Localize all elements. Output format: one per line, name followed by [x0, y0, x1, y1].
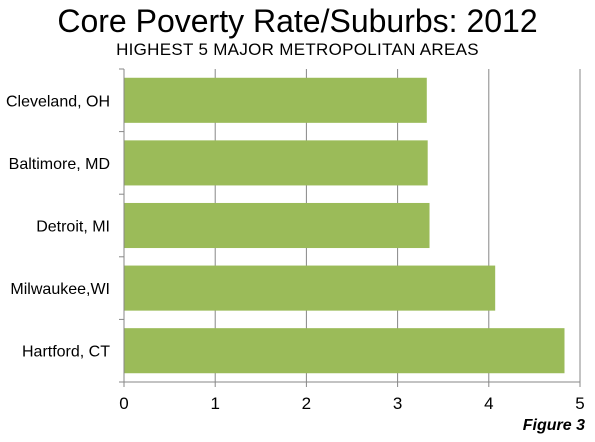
x-tick-label-3: 3: [393, 394, 402, 413]
bar-1: [124, 140, 428, 186]
x-tick-label-5: 5: [575, 394, 584, 413]
labels: Cleveland, OH Baltimore, MD Detroit, MI Mil…: [6, 93, 585, 413]
bar-2: [124, 202, 430, 249]
category-label-2: Detroit, MI: [36, 219, 110, 236]
x-tick-label-0: 0: [119, 394, 128, 413]
x-tick-label-2: 2: [302, 394, 311, 413]
category-label-1: Baltimore, MD: [9, 156, 110, 173]
category-label-0: Cleveland, OH: [6, 93, 110, 110]
x-tick-label-1: 1: [210, 394, 219, 413]
chart-title: Core Poverty Rate/Suburbs: 2012: [57, 3, 538, 39]
chart-subtitle: HIGHEST 5 MAJOR METROPOLITAN AREAS: [116, 40, 479, 59]
category-label-4: Hartford, CT: [22, 344, 110, 361]
bar-3: [124, 265, 496, 311]
axes: [119, 68, 581, 387]
x-tick-label-4: 4: [484, 394, 493, 413]
category-label-3: Milwaukee,WI: [10, 281, 110, 298]
bars: [124, 77, 565, 374]
figure-label: Figure 3: [522, 417, 585, 434]
bar-0: [124, 77, 427, 123]
bar-4: [124, 328, 565, 374]
